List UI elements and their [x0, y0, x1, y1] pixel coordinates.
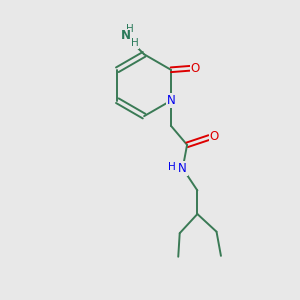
Text: H: H: [169, 162, 176, 172]
Text: N: N: [167, 94, 175, 107]
Text: H: H: [126, 24, 134, 34]
Text: N: N: [178, 162, 187, 175]
Text: H: H: [130, 38, 138, 48]
Text: O: O: [191, 62, 200, 75]
Text: O: O: [210, 130, 219, 142]
Text: N: N: [121, 29, 130, 42]
